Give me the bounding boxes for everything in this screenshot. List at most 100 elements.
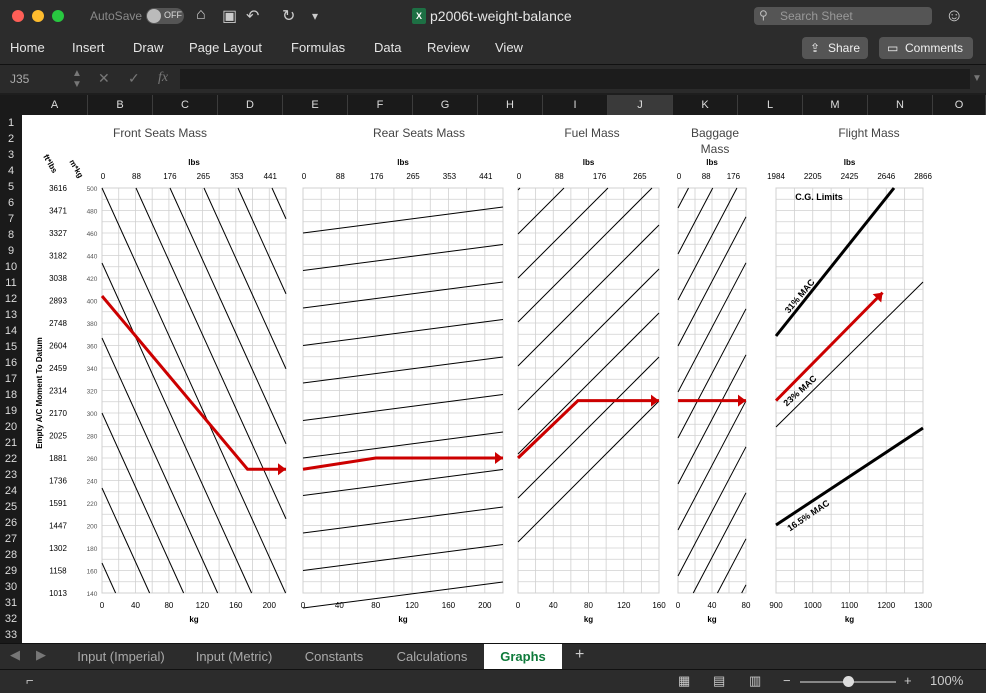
bottom-tick-label: 120 bbox=[405, 601, 419, 610]
prev-sheet-icon[interactable]: ◀ bbox=[10, 647, 20, 662]
row-header-20[interactable]: 20 bbox=[4, 421, 18, 433]
autosave-toggle[interactable]: OFF bbox=[146, 8, 184, 24]
column-header-f[interactable]: F bbox=[348, 95, 413, 115]
row-header-16[interactable]: 16 bbox=[4, 357, 18, 369]
tab-formulas[interactable]: Formulas bbox=[291, 40, 346, 55]
row-header-27[interactable]: 27 bbox=[4, 533, 18, 545]
row-header-18[interactable]: 18 bbox=[4, 389, 18, 401]
column-header-a[interactable]: A bbox=[22, 95, 88, 115]
page-layout-view-icon[interactable]: ▤ bbox=[713, 673, 726, 688]
tab-review[interactable]: Review bbox=[427, 40, 470, 55]
row-header-4[interactable]: 4 bbox=[7, 165, 15, 177]
row-header-6[interactable]: 6 bbox=[7, 197, 15, 209]
y-tick-ftlbs: 2748 bbox=[49, 319, 67, 328]
bottom-tick-label: 80 bbox=[584, 601, 593, 610]
row-header-17[interactable]: 17 bbox=[4, 373, 18, 385]
reference-line bbox=[677, 187, 714, 255]
row-header-1[interactable]: 1 bbox=[7, 117, 15, 129]
row-header-22[interactable]: 22 bbox=[4, 453, 18, 465]
row-header-13[interactable]: 13 bbox=[4, 309, 18, 321]
column-header-n[interactable]: N bbox=[868, 95, 933, 115]
sheet-tab-constants[interactable]: Constants bbox=[304, 649, 364, 664]
column-header-d[interactable]: D bbox=[218, 95, 283, 115]
column-header-b[interactable]: B bbox=[88, 95, 153, 115]
tab-insert[interactable]: Insert bbox=[72, 40, 105, 55]
y-tick-mkg: 260 bbox=[87, 456, 98, 463]
row-header-23[interactable]: 23 bbox=[4, 469, 18, 481]
search-sheet-field[interactable]: ⚲ Search Sheet bbox=[754, 7, 932, 25]
reference-line bbox=[677, 400, 747, 531]
row-header-32[interactable]: 32 bbox=[4, 613, 18, 625]
row-header-7[interactable]: 7 bbox=[7, 213, 15, 225]
column-header-g[interactable]: G bbox=[413, 95, 478, 115]
row-header-19[interactable]: 19 bbox=[4, 405, 18, 417]
tab-view[interactable]: View bbox=[495, 40, 523, 55]
expand-formula-icon[interactable]: ▼ bbox=[972, 73, 982, 84]
tab-data[interactable]: Data bbox=[374, 40, 402, 55]
comments-button[interactable]: ▭ Comments bbox=[879, 37, 973, 59]
row-header-15[interactable]: 15 bbox=[4, 341, 18, 353]
tab-draw[interactable]: Draw bbox=[133, 40, 164, 55]
row-header-31[interactable]: 31 bbox=[4, 597, 18, 609]
row-header-10[interactable]: 10 bbox=[4, 261, 18, 273]
zoom-in-icon[interactable]: + bbox=[904, 673, 912, 688]
row-header-29[interactable]: 29 bbox=[4, 565, 18, 577]
normal-view-icon[interactable]: ▦ bbox=[678, 673, 691, 688]
add-sheet-icon[interactable]: + bbox=[575, 646, 585, 663]
column-header-e[interactable]: E bbox=[283, 95, 348, 115]
zoom-window-button[interactable] bbox=[52, 10, 64, 22]
tab-home[interactable]: Home bbox=[10, 40, 45, 55]
share-button[interactable]: ⇪ Share bbox=[802, 37, 868, 59]
row-header-30[interactable]: 30 bbox=[4, 581, 18, 593]
worksheet-grid[interactable]: Front Seats Mass lbs kg 0 88 176 265 353 441 0 40 8… bbox=[22, 115, 986, 643]
close-window-button[interactable] bbox=[12, 10, 24, 22]
column-header-c[interactable]: C bbox=[153, 95, 218, 115]
name-box[interactable]: J35 bbox=[4, 69, 90, 89]
axis-unit-bottom: kg bbox=[189, 615, 198, 624]
undo-icon[interactable]: ↶ bbox=[246, 8, 260, 25]
formula-input[interactable] bbox=[180, 69, 970, 89]
customize-toolbar-icon[interactable]: ▾ bbox=[312, 9, 319, 23]
column-header-i[interactable]: I bbox=[543, 95, 608, 115]
page-break-view-icon[interactable]: ▥ bbox=[749, 673, 762, 688]
column-header-k[interactable]: K bbox=[673, 95, 738, 115]
redo-icon[interactable]: ↻ bbox=[282, 8, 296, 25]
row-header-2[interactable]: 2 bbox=[7, 133, 15, 145]
row-header-3[interactable]: 3 bbox=[7, 149, 15, 161]
zoom-slider[interactable] bbox=[800, 676, 896, 687]
y-unit-ftlbs: ft*lbs bbox=[41, 153, 59, 175]
zoom-slider-thumb[interactable] bbox=[843, 676, 854, 687]
row-header-5[interactable]: 5 bbox=[7, 181, 15, 193]
next-sheet-icon[interactable]: ▶ bbox=[36, 647, 46, 662]
row-header-9[interactable]: 9 bbox=[7, 245, 15, 257]
y-tick-mkg: 220 bbox=[87, 501, 98, 508]
row-header-26[interactable]: 26 bbox=[4, 517, 18, 529]
row-header-12[interactable]: 12 bbox=[4, 293, 18, 305]
tab-page-layout[interactable]: Page Layout bbox=[189, 40, 263, 55]
column-header-o[interactable]: O bbox=[933, 95, 986, 115]
row-header-24[interactable]: 24 bbox=[4, 485, 18, 497]
feedback-smiley-icon[interactable]: ☺ bbox=[945, 5, 964, 25]
macro-record-icon[interactable]: ⌐ bbox=[26, 673, 34, 688]
column-header-j[interactable]: J bbox=[608, 95, 673, 117]
row-header-25[interactable]: 25 bbox=[4, 501, 18, 513]
home-icon[interactable]: ⌂ bbox=[196, 6, 206, 23]
sheet-tab-input-metric[interactable]: Input (Metric) bbox=[195, 649, 273, 664]
sheet-tab-graphs[interactable]: Graphs bbox=[484, 644, 562, 670]
minimize-window-button[interactable] bbox=[32, 10, 44, 22]
row-header-14[interactable]: 14 bbox=[4, 325, 18, 337]
row-header-33[interactable]: 33 bbox=[4, 629, 18, 641]
sheet-tab-calculations[interactable]: Calculations bbox=[396, 649, 468, 664]
sheet-tab-input-imperial[interactable]: Input (Imperial) bbox=[77, 649, 165, 664]
zoom-out-icon[interactable]: − bbox=[783, 673, 791, 688]
column-header-l[interactable]: L bbox=[738, 95, 803, 115]
column-header-h[interactable]: H bbox=[478, 95, 543, 115]
name-box-stepper-icon[interactable]: ▲ ▼ bbox=[72, 68, 82, 90]
row-header-28[interactable]: 28 bbox=[4, 549, 18, 561]
row-header-11[interactable]: 11 bbox=[5, 277, 17, 289]
row-header-21[interactable]: 21 bbox=[4, 437, 18, 449]
save-icon[interactable]: ▣ bbox=[222, 8, 238, 25]
row-header-8[interactable]: 8 bbox=[7, 229, 15, 241]
column-header-m[interactable]: M bbox=[803, 95, 868, 115]
insert-function-icon[interactable]: fx bbox=[158, 70, 169, 85]
